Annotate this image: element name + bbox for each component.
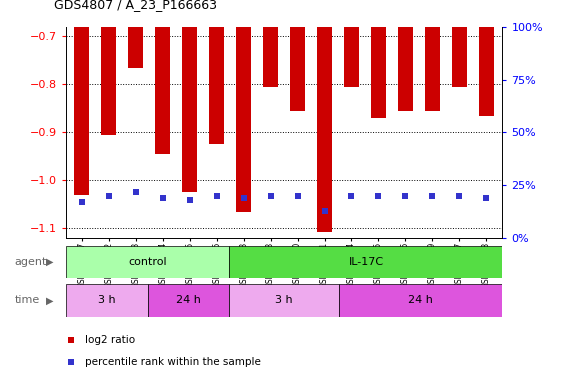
Text: 3 h: 3 h (275, 295, 293, 306)
Bar (147, 284, 230, 317)
Text: percentile rank within the sample: percentile rank within the sample (85, 358, 261, 367)
Bar (128, 27, 143, 68)
Text: 24 h: 24 h (408, 295, 433, 306)
Bar (290, 27, 305, 111)
Bar (155, 27, 170, 154)
Bar (452, 27, 467, 87)
Text: time: time (14, 295, 39, 306)
Bar (230, 284, 339, 317)
Bar (317, 27, 332, 232)
Bar (398, 27, 413, 111)
Bar (66, 246, 230, 278)
Text: agent: agent (14, 257, 47, 267)
Text: 24 h: 24 h (176, 295, 201, 306)
Bar (263, 27, 278, 87)
Bar (209, 27, 224, 144)
Bar (74, 27, 89, 195)
Bar (344, 27, 359, 87)
Bar (182, 27, 197, 192)
Bar (479, 27, 494, 116)
Bar (339, 284, 502, 317)
Text: ▶: ▶ (46, 295, 53, 306)
Bar (371, 27, 386, 118)
Bar (425, 27, 440, 111)
Text: IL-17C: IL-17C (348, 257, 384, 267)
Bar (66, 284, 147, 317)
Bar (236, 27, 251, 212)
Text: control: control (128, 257, 167, 267)
Bar (102, 27, 116, 135)
Text: 3 h: 3 h (98, 295, 115, 306)
Bar (230, 246, 502, 278)
Text: GDS4807 / A_23_P166663: GDS4807 / A_23_P166663 (54, 0, 217, 12)
Text: log2 ratio: log2 ratio (85, 335, 135, 345)
Text: ▶: ▶ (46, 257, 53, 267)
